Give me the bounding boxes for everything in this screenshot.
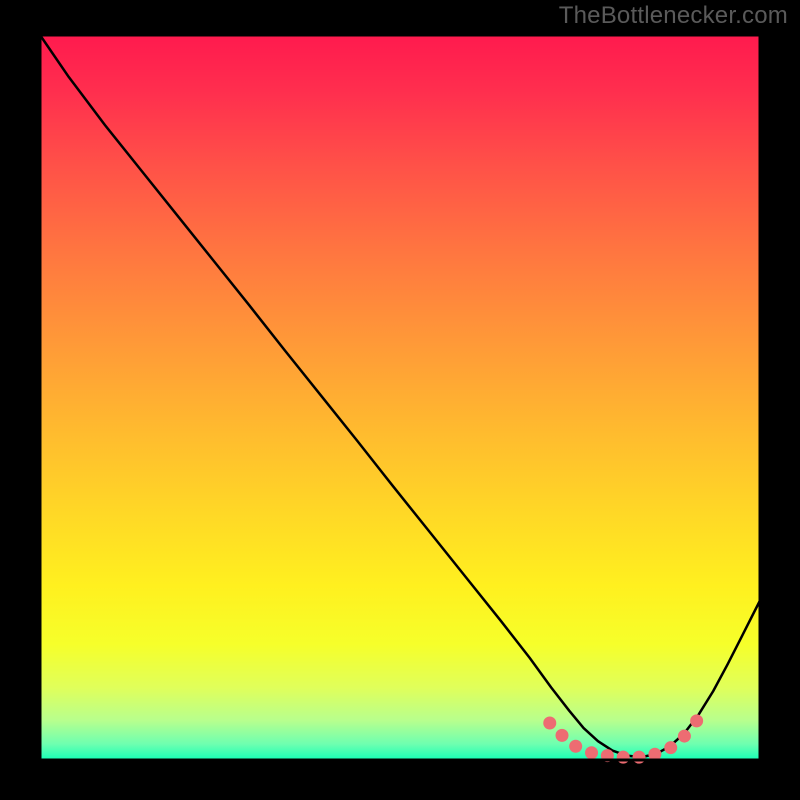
optimal-marker — [664, 741, 677, 754]
optimal-marker — [690, 714, 703, 727]
optimal-marker — [678, 730, 691, 743]
optimal-marker — [569, 740, 582, 753]
optimal-marker — [556, 729, 569, 742]
chart-canvas: TheBottlenecker.com — [0, 0, 800, 800]
plot-gradient-background — [40, 35, 760, 760]
optimal-marker — [617, 751, 630, 764]
optimal-marker — [633, 751, 646, 764]
optimal-marker — [543, 717, 556, 730]
watermark-text: TheBottlenecker.com — [559, 2, 788, 30]
bottleneck-chart — [0, 0, 800, 800]
optimal-marker — [585, 746, 598, 759]
